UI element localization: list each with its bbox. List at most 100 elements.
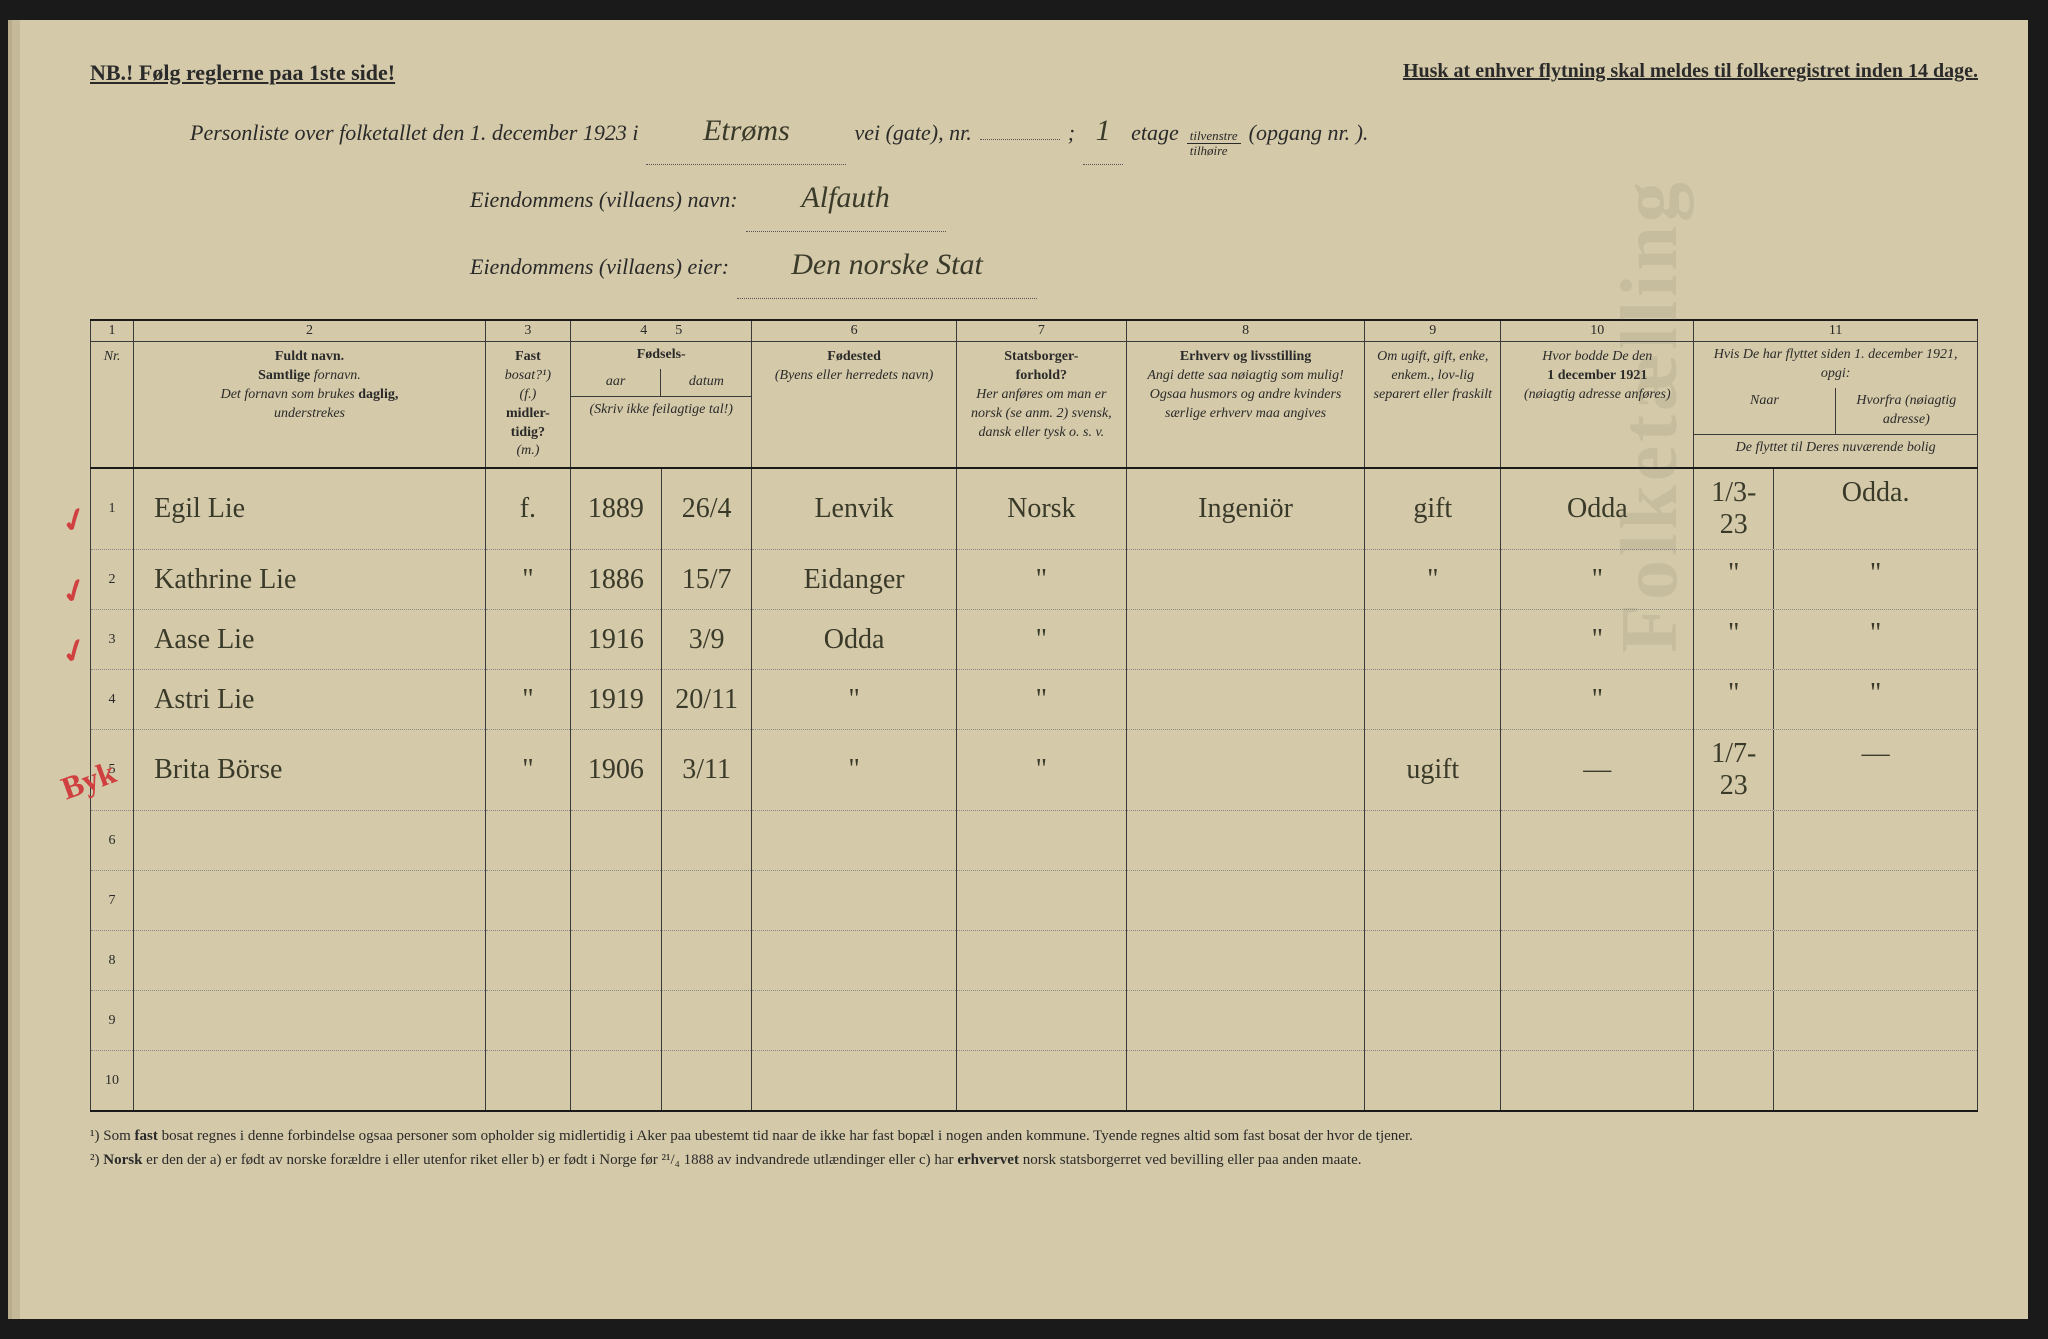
row-nr: ✓ 2 xyxy=(91,550,134,610)
cell-dat xyxy=(661,1051,752,1111)
cell-erh xyxy=(1126,871,1364,931)
cell-gift xyxy=(1365,991,1501,1051)
top-row: NB.! Følg reglerne paa 1ste side! Husk a… xyxy=(90,60,1978,86)
cell-col11: " " xyxy=(1694,610,1978,670)
cell-sted xyxy=(752,811,956,871)
census-table: 1 2 3 4 5 6 7 8 9 10 11 Nr. Fuldt navn.S… xyxy=(90,319,1978,1112)
row-nr: 4 xyxy=(91,670,134,730)
nb-heading: NB.! Følg reglerne paa 1ste side! xyxy=(90,60,395,86)
cell-aar xyxy=(570,811,661,871)
row-nr: 6 xyxy=(91,811,134,871)
cell-1921: " xyxy=(1501,670,1694,730)
cell-fast xyxy=(485,811,570,871)
cell-stat: " xyxy=(956,550,1126,610)
cell-name: Astri Lie xyxy=(134,670,486,730)
cell-gift xyxy=(1365,871,1501,931)
cell-aar: 1906 xyxy=(570,730,661,811)
cell-1921 xyxy=(1501,991,1694,1051)
table-row: Byk 5 Brita Börse " 1906 3/11 " " ugift … xyxy=(91,730,1978,811)
red-checkmark: ✓ xyxy=(55,628,93,673)
cell-1921: " xyxy=(1501,610,1694,670)
cell-dat: 26/4 xyxy=(661,468,752,550)
table-row: 8 xyxy=(91,931,1978,991)
cell-gift xyxy=(1365,670,1501,730)
cell-fast xyxy=(485,610,570,670)
cell-fast xyxy=(485,871,570,931)
cell-dat: 3/11 xyxy=(661,730,752,811)
cell-sted: " xyxy=(752,730,956,811)
colnum: 8 xyxy=(1126,320,1364,342)
cell-erh xyxy=(1126,670,1364,730)
cell-col11 xyxy=(1694,871,1978,931)
cell-sted xyxy=(752,871,956,931)
cell-fast: " xyxy=(485,670,570,730)
table-row: 7 xyxy=(91,871,1978,931)
colnum: 1 xyxy=(91,320,134,342)
cell-1921: " xyxy=(1501,550,1694,610)
row-nr: ✓ 1 xyxy=(91,468,134,550)
h-gift: Om ugift, gift, enke, enkem., lov-lig se… xyxy=(1365,342,1501,469)
cell-sted: " xyxy=(752,670,956,730)
h-fodsels: Fødsels- aar datum (Skriv ikke feilagtig… xyxy=(570,342,752,469)
cell-gift xyxy=(1365,811,1501,871)
cell-aar: 1886 xyxy=(570,550,661,610)
table-row: 9 xyxy=(91,991,1978,1051)
cell-sted: Eidanger xyxy=(752,550,956,610)
cell-fast: f. xyxy=(485,468,570,550)
cell-dat xyxy=(661,931,752,991)
cell-1921: Odda xyxy=(1501,468,1694,550)
cell-name xyxy=(134,871,486,931)
cell-erh xyxy=(1126,811,1364,871)
colnum-row: 1 2 3 4 5 6 7 8 9 10 11 xyxy=(91,320,1978,342)
colnum: 10 xyxy=(1501,320,1694,342)
cell-dat: 3/9 xyxy=(661,610,752,670)
table-row: 4 Astri Lie " 1919 20/11 " " " " " xyxy=(91,670,1978,730)
cell-name: Kathrine Lie xyxy=(134,550,486,610)
h-note: (Skriv ikke feilagtige tal!) xyxy=(571,397,752,424)
cell-gift: " xyxy=(1365,550,1501,610)
row-nr: ✓ 3 xyxy=(91,610,134,670)
colnum: 2 xyxy=(134,320,486,342)
header-line-3: Eiendommens (villaens) eier: Den norske … xyxy=(470,232,1978,299)
cell-erh xyxy=(1126,550,1364,610)
cell-erh xyxy=(1126,931,1364,991)
label: Eiendommens (villaens) eier: xyxy=(470,243,729,291)
cell-1921 xyxy=(1501,871,1694,931)
h-1921: Hvor bodde De den1 december 1921(nøiagti… xyxy=(1501,342,1694,469)
street-value: Etrøms xyxy=(646,98,846,165)
cell-erh xyxy=(1126,610,1364,670)
frac-top: tilvenstre xyxy=(1187,129,1241,144)
cell-col11 xyxy=(1694,1051,1978,1111)
h-stat: Statsborger-forhold?Her anføres om man e… xyxy=(956,342,1126,469)
label: Eiendommens (villaens) navn: xyxy=(470,176,738,224)
cell-sted xyxy=(752,991,956,1051)
colnum: 3 xyxy=(485,320,570,342)
label: (opgang nr. ). xyxy=(1249,109,1369,157)
cell-gift xyxy=(1365,1051,1501,1111)
cell-aar xyxy=(570,871,661,931)
cell-stat xyxy=(956,811,1126,871)
h-hvor: Hvorfra (nøiagtig adresse) xyxy=(1836,388,1977,435)
h-erh: Erhverv og livsstillingAngi dette saa nø… xyxy=(1126,342,1364,469)
red-checkmark: ✓ xyxy=(55,498,93,543)
h-name: Fuldt navn.Samtlige fornavn.Det fornavn … xyxy=(134,342,486,469)
etage-value: 1 xyxy=(1083,98,1123,165)
footnotes: ¹) Som fast bosat regnes i denne forbind… xyxy=(90,1124,1978,1172)
cell-stat: " xyxy=(956,730,1126,811)
h-sted: Fødested(Byens eller herredets navn) xyxy=(752,342,956,469)
cell-1921 xyxy=(1501,1051,1694,1111)
colnum: 9 xyxy=(1365,320,1501,342)
cell-dat xyxy=(661,991,752,1051)
villa-name: Alfauth xyxy=(746,165,946,232)
header-row: Nr. Fuldt navn.Samtlige fornavn.Det forn… xyxy=(91,342,1978,469)
cell-stat: " xyxy=(956,670,1126,730)
footnote-1: ¹) Som fast bosat regnes i denne forbind… xyxy=(90,1124,1978,1148)
cell-stat: Norsk xyxy=(956,468,1126,550)
table-body: ✓ 1 Egil Lie f. 1889 26/4 Lenvik Norsk I… xyxy=(91,468,1978,1111)
cell-col11 xyxy=(1694,811,1978,871)
colnum: 11 xyxy=(1694,320,1978,342)
cell-dat: 15/7 xyxy=(661,550,752,610)
cell-aar: 1919 xyxy=(570,670,661,730)
cell-1921 xyxy=(1501,811,1694,871)
cell-stat xyxy=(956,871,1126,931)
